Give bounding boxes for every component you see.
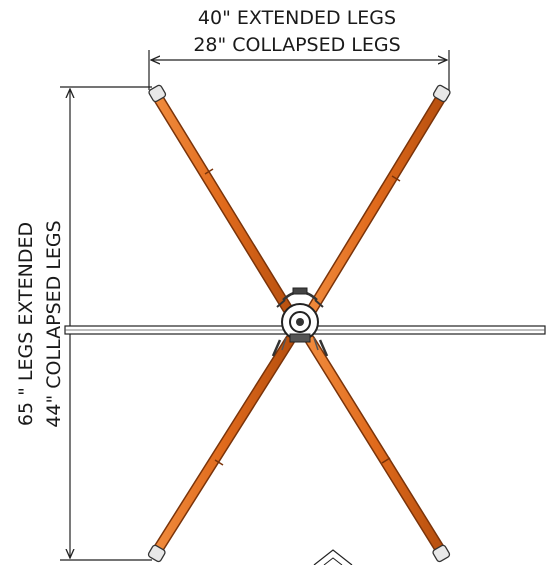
width-dimension: 40" EXTENDED LEGS 28" COLLAPSED LEGS — [148, 7, 450, 90]
leg-foot-cap-top-left — [148, 84, 167, 103]
leg-bottom-right — [304, 334, 447, 557]
leg-foot-cap-top-right — [432, 84, 451, 103]
leg-foot-cap-bottom-left — [147, 544, 166, 563]
leg-foot-cap-bottom-right — [432, 544, 451, 563]
height-extended-label: 65 " LEGS EXTENDED — [15, 222, 37, 426]
bottom-marker — [313, 549, 353, 565]
height-collapsed-label: 44" COLLAPSED LEGS — [43, 220, 65, 427]
width-extended-label: 40" EXTENDED LEGS — [198, 7, 396, 29]
width-collapsed-label: 28" COLLAPSED LEGS — [193, 34, 400, 56]
height-dimension: 65 " LEGS EXTENDED 44" COLLAPSED LEGS — [15, 86, 152, 561]
leg-bottom-left — [151, 334, 296, 557]
leg-top-right — [302, 90, 448, 322]
leg-foot-cap-icon — [147, 84, 451, 563]
center-hub-icon — [271, 287, 329, 357]
leg-top-left — [151, 90, 298, 322]
